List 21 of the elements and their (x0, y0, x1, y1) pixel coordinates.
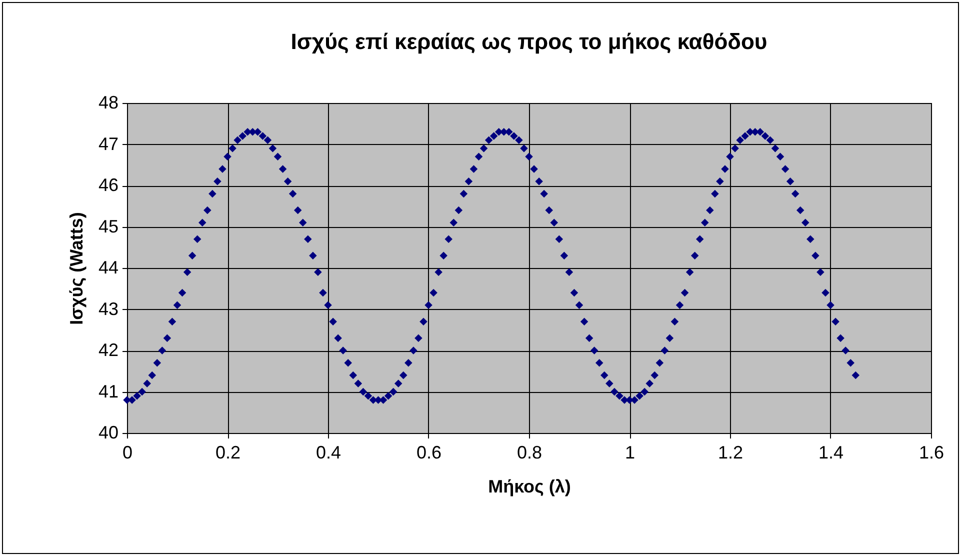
y-tick-label: 48 (98, 92, 118, 112)
x-tick-label: 1.6 (918, 442, 944, 462)
x-tick-label: 1.2 (718, 442, 744, 462)
y-axis-title: Ισχύς (Watts) (66, 212, 86, 325)
x-tick-label: 0.4 (316, 442, 342, 462)
y-tick-label: 46 (98, 175, 118, 195)
x-tick-label: 0.2 (215, 442, 241, 462)
y-tick-label: 43 (98, 298, 118, 319)
y-tick-label: 41 (98, 381, 118, 402)
y-tick-label: 44 (98, 258, 118, 278)
chart-title: Ισχύς επί κεραίας ως προς το μήκος καθόδου (290, 29, 768, 54)
x-tick-label: 0 (122, 442, 133, 462)
y-tick-label: 42 (98, 340, 118, 360)
x-tick-label: 0.6 (416, 442, 442, 462)
x-tick-label: 0.8 (516, 442, 542, 462)
y-tick-label: 45 (98, 216, 118, 236)
x-tick-label: 1.4 (818, 442, 844, 462)
y-tick-label: 47 (98, 134, 118, 154)
y-tick-label: 40 (98, 422, 118, 442)
x-axis-title: Μήκος (λ) (488, 476, 571, 496)
x-tick-label: 1 (624, 442, 636, 462)
